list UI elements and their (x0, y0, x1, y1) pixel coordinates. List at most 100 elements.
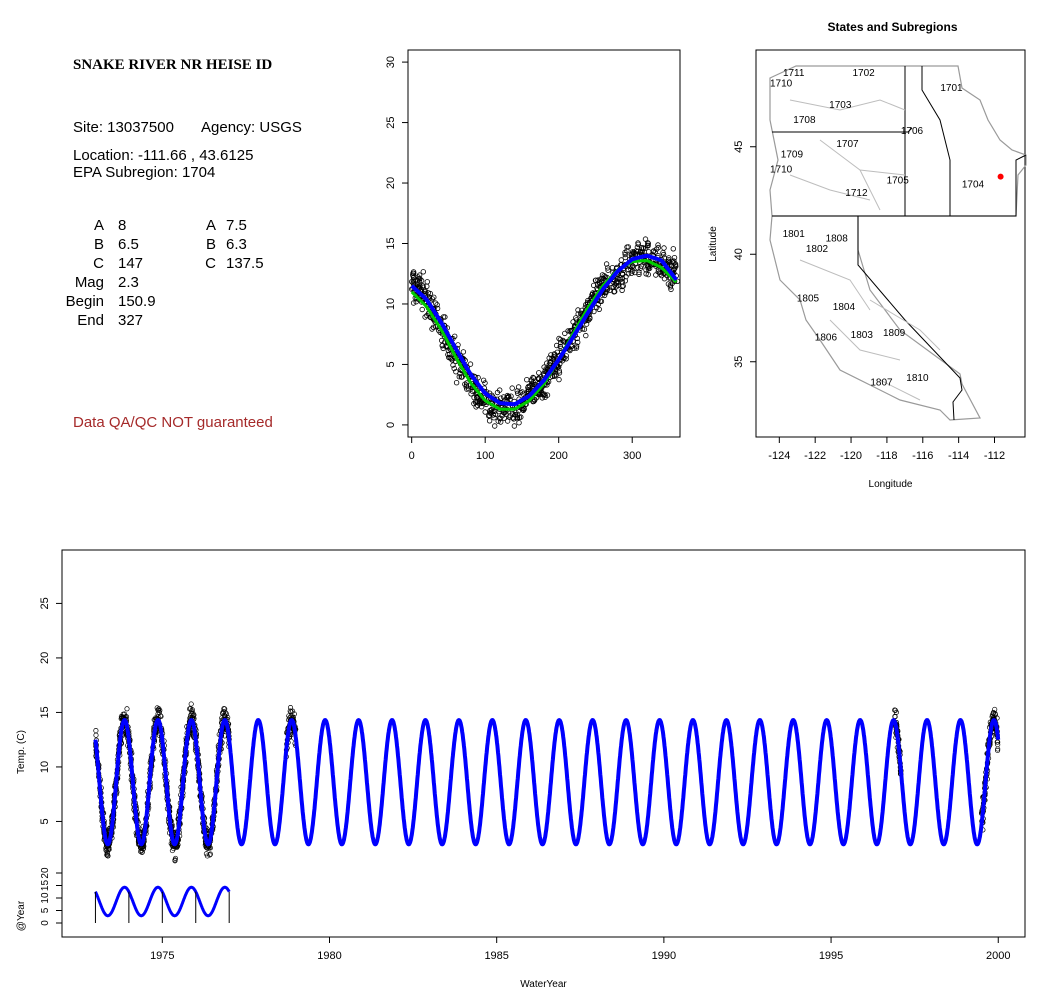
param-value: 6.5 (118, 236, 139, 253)
y-tick-label: 10 (39, 761, 51, 773)
data-point (552, 372, 558, 378)
qa-note: Data QA/QC NOT guaranteed (73, 414, 273, 431)
data-point (546, 355, 552, 361)
data-point (527, 383, 533, 389)
data-point (668, 262, 674, 269)
data-point (591, 282, 597, 289)
data-point (645, 240, 651, 247)
subregion-boundaries (789, 99, 941, 401)
x-tick-label: 100 (476, 450, 494, 462)
data-point (453, 369, 459, 375)
data-point (619, 270, 625, 277)
data-point (410, 277, 417, 283)
y-tick-label: 25 (385, 116, 397, 128)
data-point (442, 314, 448, 320)
x-tick-label: 1985 (484, 950, 508, 962)
data-point (517, 389, 524, 396)
x-tick-label: 1995 (819, 950, 843, 962)
data-point (583, 321, 590, 327)
y-tick-label: 35 (733, 356, 745, 368)
x-tick-label: -120 (840, 450, 862, 462)
data-point (573, 345, 580, 351)
region-label: 1807 (870, 377, 893, 388)
observed-point (172, 855, 179, 861)
observed-point (187, 706, 193, 712)
data-point (642, 236, 649, 242)
data-point (468, 391, 474, 397)
x-tick-label: -122 (804, 450, 826, 462)
data-point (531, 397, 538, 403)
data-point (554, 342, 560, 349)
data-point (451, 365, 457, 372)
data-point (480, 377, 487, 383)
data-point (628, 270, 635, 276)
data-point (557, 337, 564, 343)
data-point (508, 393, 514, 399)
region-label: 1706 (901, 126, 924, 137)
data-point (573, 315, 579, 321)
region-label: 1704 (962, 180, 985, 191)
y2-tick-label: 15 (40, 880, 51, 892)
region-label: 1703 (829, 100, 852, 111)
data-point (625, 244, 631, 250)
y-tick-label: 20 (39, 652, 51, 664)
data-point (420, 269, 426, 275)
model-line (93, 717, 1001, 847)
observed-point (158, 713, 164, 719)
data-point (603, 261, 610, 267)
data-point (489, 406, 495, 413)
data-point (492, 423, 498, 429)
data-point (618, 257, 624, 263)
param-value: 147 (118, 255, 144, 272)
region-label: 1810 (906, 373, 929, 384)
data-point (556, 376, 562, 383)
param-value: 2.3 (118, 274, 139, 291)
data-point (635, 241, 641, 247)
x-tick-label: 0 (409, 450, 415, 462)
fit-line-blue (410, 253, 678, 407)
observed-point (105, 853, 111, 859)
data-point (630, 249, 636, 255)
observed-point (171, 846, 177, 852)
param-label: Begin (65, 293, 104, 310)
data-point (495, 418, 501, 424)
data-point (498, 419, 504, 425)
plot-frame (61, 549, 1026, 938)
data-point (661, 276, 668, 282)
data-point (431, 294, 437, 300)
observed-point (893, 709, 899, 715)
data-point (594, 304, 600, 311)
site-title: SNAKE RIVER NR HEISE ID (73, 57, 273, 73)
data-point (518, 414, 524, 420)
y-tick-label: 25 (39, 597, 51, 609)
observed-point (207, 851, 213, 857)
data-point (413, 299, 419, 305)
data-point (575, 311, 581, 317)
data-point (651, 248, 657, 254)
y-tick-label: 40 (733, 248, 745, 260)
region-label: 1712 (845, 188, 868, 199)
data-point (419, 306, 425, 313)
data-point (557, 343, 563, 350)
data-point (605, 267, 611, 273)
param-label: B (93, 236, 104, 253)
data-point (524, 377, 530, 383)
x-tick-label: -114 (948, 450, 969, 462)
data-point (434, 305, 441, 312)
data-point (427, 290, 433, 297)
region-label: 1802 (806, 244, 829, 255)
data-point (665, 281, 672, 287)
data-point (544, 360, 550, 366)
data-point (636, 271, 642, 277)
data-point (570, 319, 576, 325)
data-point (475, 374, 481, 381)
data-point (594, 285, 600, 291)
y-axis-label: Temp. (C) (16, 730, 27, 774)
data-point (622, 249, 628, 256)
observed-point (93, 728, 99, 734)
param-label: C (93, 255, 104, 272)
data-point (592, 277, 599, 283)
region-label: 1707 (836, 139, 859, 150)
param-label: Mag (74, 274, 104, 291)
region-label: 1710 (770, 165, 793, 176)
